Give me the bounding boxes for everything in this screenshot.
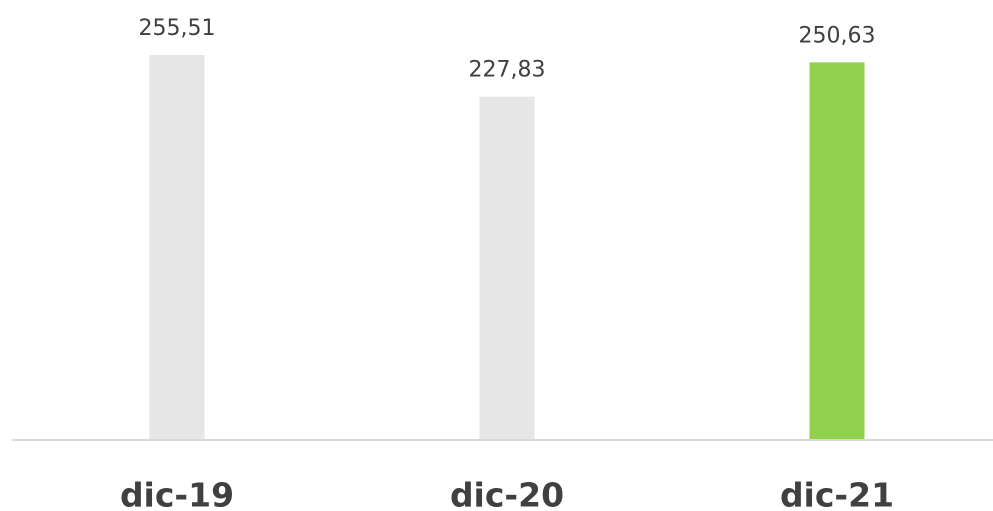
bar <box>479 96 535 440</box>
x-tick-label: dic-20 <box>450 476 564 511</box>
x-tick-label: dic-19 <box>120 476 234 511</box>
x-tick-label: dic-21 <box>780 476 894 511</box>
value-label: 227,83 <box>469 58 546 83</box>
value-label: 255,51 <box>139 16 216 41</box>
bar <box>149 55 205 439</box>
value-label: 250,63 <box>799 23 876 48</box>
bar <box>809 62 865 439</box>
